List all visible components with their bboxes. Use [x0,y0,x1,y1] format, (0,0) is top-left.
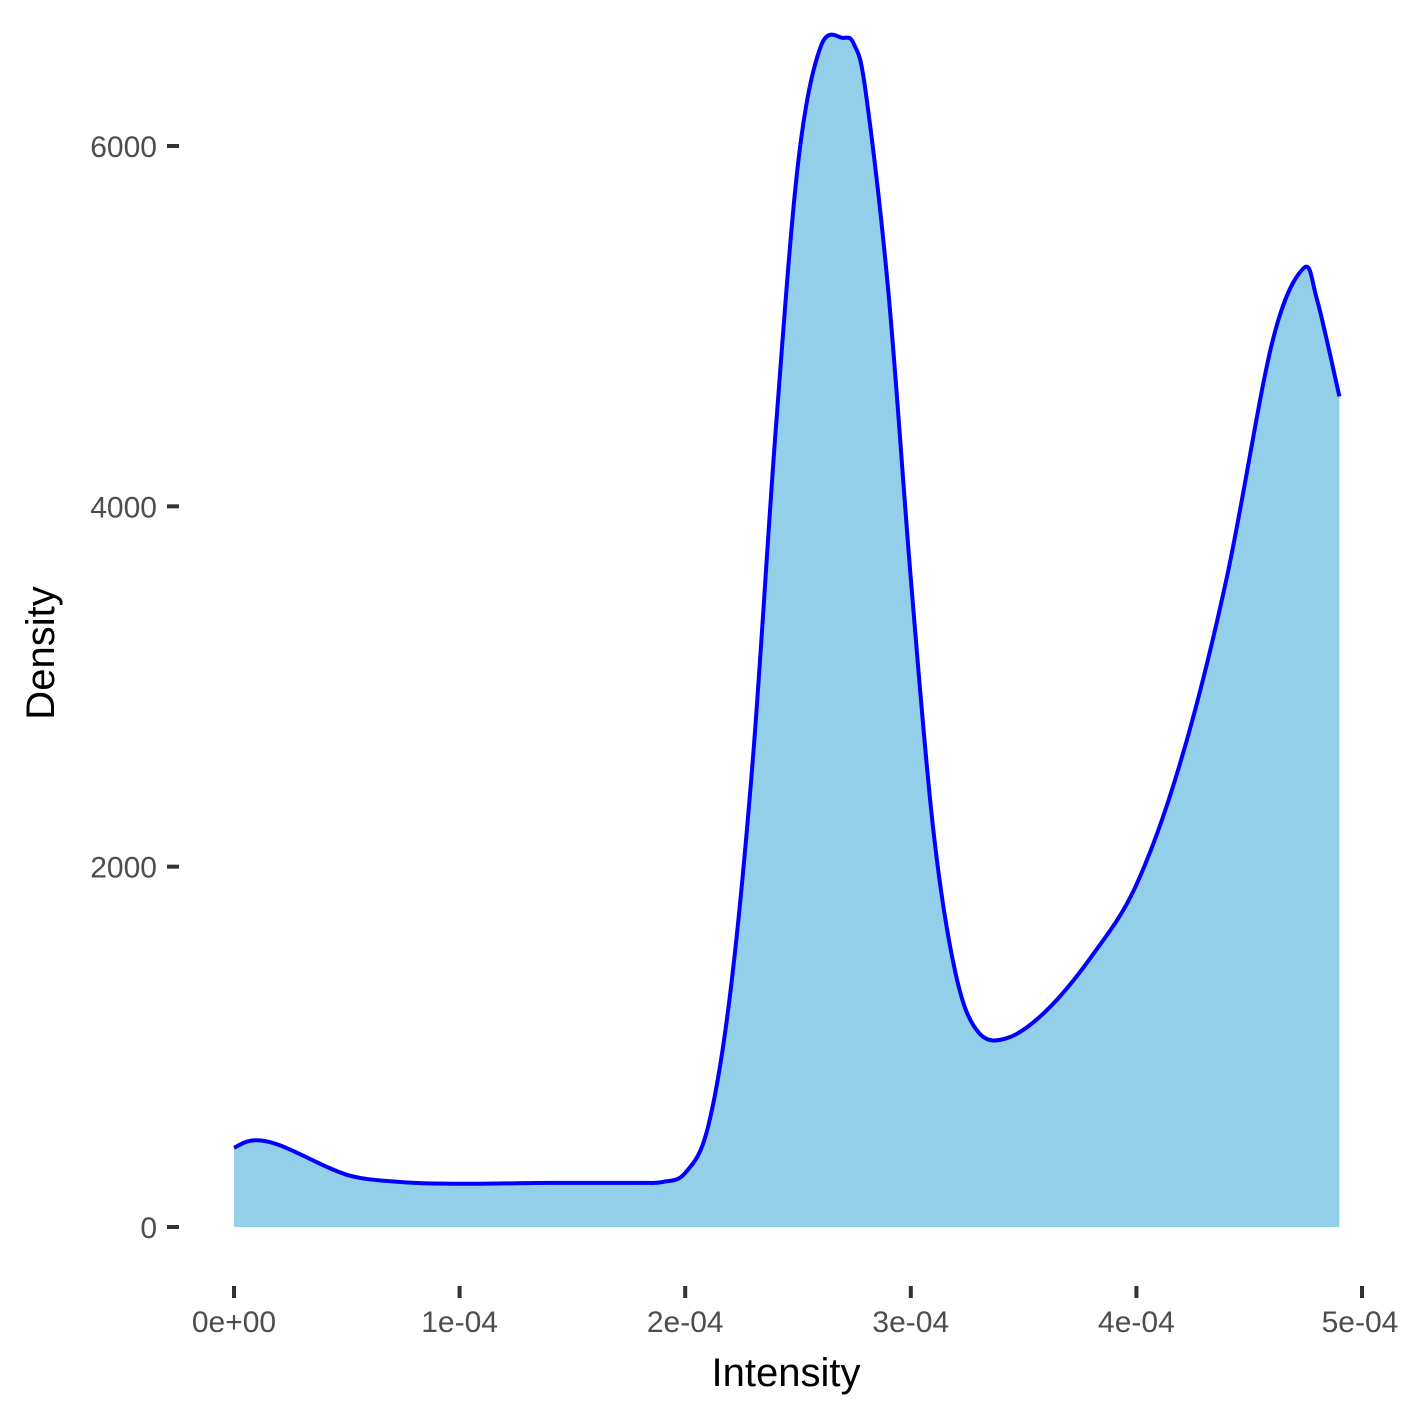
density-line-layer [233,32,1342,1186]
density-line [233,32,1342,1186]
x-tick-label: 0e+00 [192,1306,276,1339]
x-tick-label: 5e-04 [1322,1306,1399,1339]
x-tick-label: 1e-04 [421,1306,498,1339]
x-axis: 0e+00 1e-04 2e-04 3e-04 4e-04 5e-04 [192,1286,1399,1339]
y-tick-label: 6000 [90,131,157,164]
y-axis: 0 2000 4000 6000 [90,131,179,1245]
y-axis-title: Density [19,586,63,719]
x-tick-label: 2e-04 [647,1306,724,1339]
y-tick-label: 0 [140,1212,157,1245]
x-axis-title: Intensity [712,1351,861,1395]
y-tick-label: 4000 [90,491,157,524]
density-area-layer [234,34,1340,1227]
density-area [234,34,1340,1227]
x-tick-label: 3e-04 [872,1306,949,1339]
x-tick-label: 4e-04 [1098,1306,1175,1339]
y-tick-label: 2000 [90,852,157,885]
